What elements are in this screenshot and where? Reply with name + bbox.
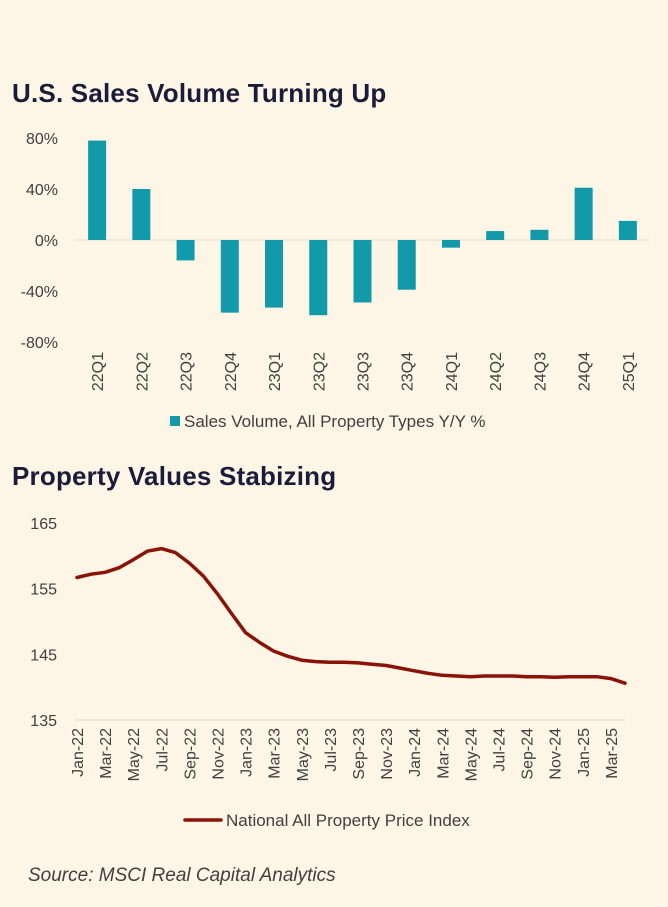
sales-volume-chart-title: U.S. Sales Volume Turning Up	[12, 78, 387, 108]
x-tick-label: Nov-24	[548, 728, 565, 780]
x-tick-label: Nov-23	[379, 728, 396, 780]
y-tick-label: -40%	[21, 284, 58, 301]
x-tick-label: May-22	[126, 728, 143, 781]
price-index-line	[75, 546, 627, 685]
x-tick-label: Jan-22	[70, 728, 87, 777]
bar	[88, 140, 107, 240]
x-tick-label: Jan-23	[239, 728, 256, 777]
x-tick-label: 25Q1	[621, 352, 638, 391]
bar	[176, 240, 195, 261]
legend-label: National All Property Price Index	[226, 811, 470, 830]
x-tick-label: Jul-24	[492, 728, 509, 772]
bar	[397, 240, 416, 290]
y-tick-label: 145	[30, 647, 57, 664]
x-tick-label: 24Q1	[444, 352, 461, 391]
x-tick-label: Mar-22	[98, 728, 115, 779]
x-tick-label: Jul-22	[154, 728, 171, 772]
bar	[574, 187, 593, 240]
bar	[132, 189, 151, 240]
property-values-chart-title: Property Values Stabizing	[12, 461, 337, 491]
y-tick-label: 0%	[35, 233, 58, 250]
bar	[265, 240, 284, 308]
bar	[353, 240, 372, 303]
y-tick-label: -80%	[21, 335, 58, 352]
x-tick-label: Sep-22	[182, 728, 199, 780]
x-tick-label: 24Q2	[488, 352, 505, 391]
x-tick-label: 22Q1	[90, 352, 107, 391]
x-tick-label: 23Q4	[400, 352, 417, 391]
x-tick-label: Jan-25	[576, 728, 593, 777]
property-values-line-chart: 165 155 145 135 Jan-22 Mar-22 May-22 Jul-22 Sep-…	[30, 516, 627, 830]
legend-swatch	[170, 416, 180, 426]
x-tick-label: 22Q2	[134, 352, 151, 391]
x-tick-label: Mar-25	[604, 728, 621, 779]
bar	[618, 220, 637, 240]
y-tick-label: 80%	[26, 131, 58, 148]
bar	[441, 240, 460, 248]
bar	[530, 229, 549, 240]
bar	[220, 240, 239, 313]
x-tick-label: 24Q4	[577, 352, 594, 391]
source-note: Source: MSCI Real Capital Analytics	[28, 865, 336, 886]
x-tick-label: 23Q3	[356, 352, 373, 391]
x-tick-label: May-23	[295, 728, 312, 781]
x-tick-label: Mar-23	[267, 728, 284, 779]
y-tick-label: 155	[30, 582, 57, 599]
x-tick-label: Mar-24	[435, 728, 452, 779]
y-tick-label: 135	[30, 713, 57, 730]
y-tick-label: 165	[30, 516, 57, 533]
x-tick-label: Jan-24	[407, 728, 424, 777]
x-tick-label: 23Q1	[267, 352, 284, 391]
x-tick-label: 22Q4	[223, 352, 240, 391]
x-tick-label: Nov-22	[211, 728, 228, 780]
x-tick-label: Sep-23	[351, 728, 368, 780]
x-tick-label: 24Q3	[532, 352, 549, 391]
x-tick-label: Jul-23	[323, 728, 340, 772]
x-tick-label: May-24	[463, 728, 480, 781]
sales-volume-bar-chart: 80% 40% 0% -40% -80% 22Q1 22Q2 22Q3 22Q4 23Q1 23Q2…	[21, 131, 650, 431]
x-tick-label: 22Q3	[179, 352, 196, 391]
x-tick-label: 23Q2	[311, 352, 328, 391]
x-tick-label: Sep-24	[520, 728, 537, 780]
legend-label: Sales Volume, All Property Types Y/Y %	[184, 412, 485, 431]
y-tick-label: 40%	[26, 182, 58, 199]
bar	[486, 231, 505, 240]
bar	[309, 240, 328, 316]
